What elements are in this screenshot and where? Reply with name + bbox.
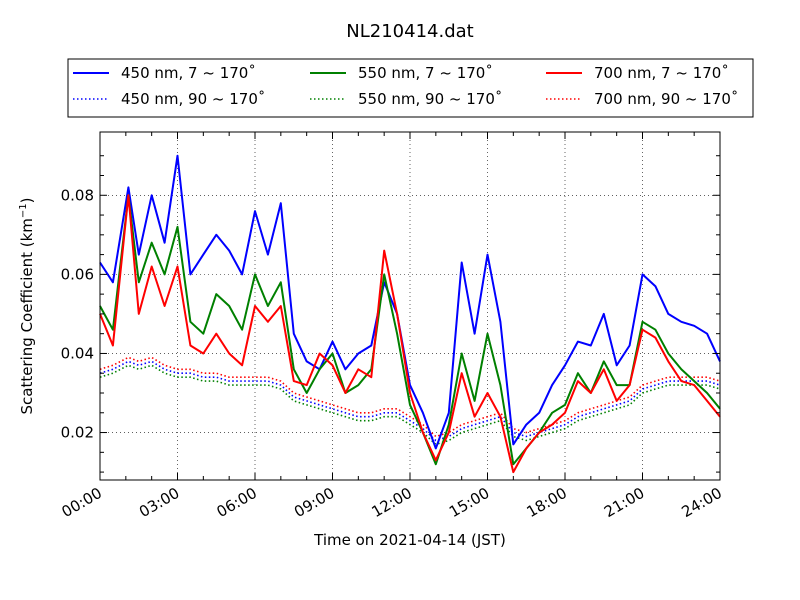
series-line [99,360,721,442]
y-axis-label-text: Scattering Coefficient (km [18,218,36,414]
y-tick-label: 0.08 [61,186,94,204]
x-tick-label: 12:00 [369,484,415,521]
axis-ticks [99,132,721,480]
series-line [99,194,721,466]
grid-lines [99,132,721,480]
x-tick-label: 03:00 [136,484,182,521]
x-tick-label: 09:00 [291,484,337,521]
legend-label: 450 nm, 7 ~ 170˚ [121,64,256,82]
series-line [99,154,721,450]
x-tick-label: 21:00 [601,484,647,521]
series-layer [99,154,721,474]
legend-frame [67,58,754,118]
legend-label: 450 nm, 90 ~ 170˚ [121,90,265,108]
x-tick-label: 15:00 [446,484,492,521]
legend-label: 550 nm, 7 ~ 170˚ [358,64,493,82]
y-axis-label-sup: −1 [18,203,29,218]
chart-title: NL210414.dat [346,21,473,42]
legend-label: 700 nm, 90 ~ 170˚ [594,90,738,108]
x-tick-label: 00:00 [59,484,105,521]
y-axis-label: Scattering Coefficient (km−1) [18,197,36,414]
y-tick-label: 0.02 [61,424,94,442]
legend-label: 700 nm, 7 ~ 170˚ [594,64,729,82]
series-line [99,364,721,446]
y-axis-label-close: ) [18,197,36,203]
chart-legend: 450 nm, 7 ~ 170˚ 550 nm, 7 ~ 170˚ 700 nm, … [67,58,754,118]
x-tick-label: 24:00 [679,484,725,521]
x-tick-label: 18:00 [524,484,570,521]
legend-label: 550 nm, 90 ~ 170˚ [358,90,502,108]
x-tick-label: 06:00 [214,484,260,521]
x-axis-label: Time on 2021-04-14 (JST) [313,531,506,549]
y-tick-label: 0.04 [61,344,94,362]
y-tick-label: 0.06 [61,265,94,283]
series-line [99,194,721,474]
